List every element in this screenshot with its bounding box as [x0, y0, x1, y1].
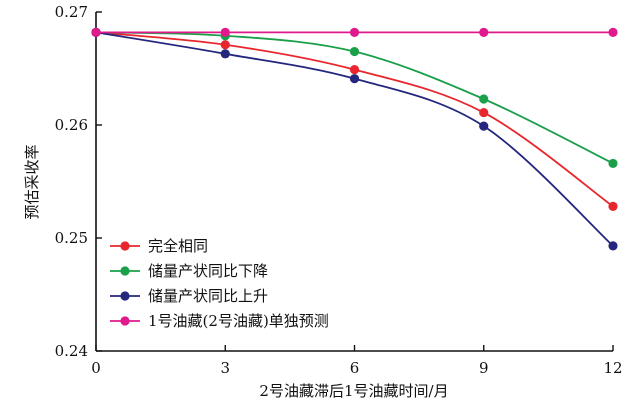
- data-point: [349, 65, 360, 75]
- data-point: [349, 27, 360, 37]
- x-tick-label: 9: [479, 359, 489, 377]
- data-point: [220, 27, 230, 37]
- legend-marker: [120, 241, 130, 251]
- data-point: [608, 27, 618, 37]
- series-3: [91, 27, 618, 251]
- series-group: [91, 27, 618, 251]
- data-point: [479, 107, 489, 118]
- y-ticks: 0.24 0.25 0.26 0.27: [55, 3, 102, 360]
- legend-marker: [120, 316, 130, 326]
- legend-label: 储量产状同比下降: [148, 262, 268, 280]
- x-axis-label: 2号油藏滞后1号油藏时间/月: [259, 382, 448, 400]
- legend-label: 完全相同: [148, 237, 208, 255]
- legend-item: 完全相同: [110, 237, 208, 255]
- data-point: [608, 158, 618, 169]
- legend-marker: [120, 291, 130, 301]
- data-point: [220, 49, 230, 59]
- legend-marker: [120, 266, 130, 276]
- data-point: [608, 201, 618, 211]
- series-2: [91, 27, 618, 169]
- data-point: [91, 27, 101, 37]
- series-line: [95, 31, 614, 247]
- x-tick-label: 6: [350, 359, 360, 377]
- x-tick-label: 12: [603, 359, 622, 377]
- data-point: [479, 94, 489, 104]
- y-axis-label: 预估采收率: [23, 144, 41, 219]
- legend-item: 储量产状同比上升: [110, 287, 268, 305]
- legend-label: 储量产状同比上升: [148, 287, 268, 305]
- axes: 0 3 6 9 12 0.24 0.25 0.26 0.27: [55, 3, 623, 377]
- data-point: [349, 74, 360, 84]
- legend-item: 储量产状同比下降: [110, 262, 268, 280]
- series-line: [95, 31, 614, 208]
- legend-item: 1号油藏(2号油藏)单独预测: [110, 312, 329, 330]
- y-tick-label: 0.26: [55, 116, 88, 134]
- data-point: [349, 46, 360, 57]
- x-tick-label: 0: [91, 359, 101, 377]
- y-tick-label: 0.27: [55, 3, 88, 21]
- data-point: [479, 121, 489, 131]
- y-tick-label: 0.25: [55, 229, 88, 247]
- data-point: [479, 27, 489, 37]
- y-tick-label: 0.24: [55, 342, 88, 360]
- series-4: [91, 27, 618, 37]
- data-point: [608, 241, 618, 251]
- x-tick-label: 3: [220, 359, 230, 377]
- x-ticks: 0 3 6 9 12: [91, 345, 623, 377]
- data-point: [220, 40, 230, 50]
- legend-label: 1号油藏(2号油藏)单独预测: [148, 312, 329, 330]
